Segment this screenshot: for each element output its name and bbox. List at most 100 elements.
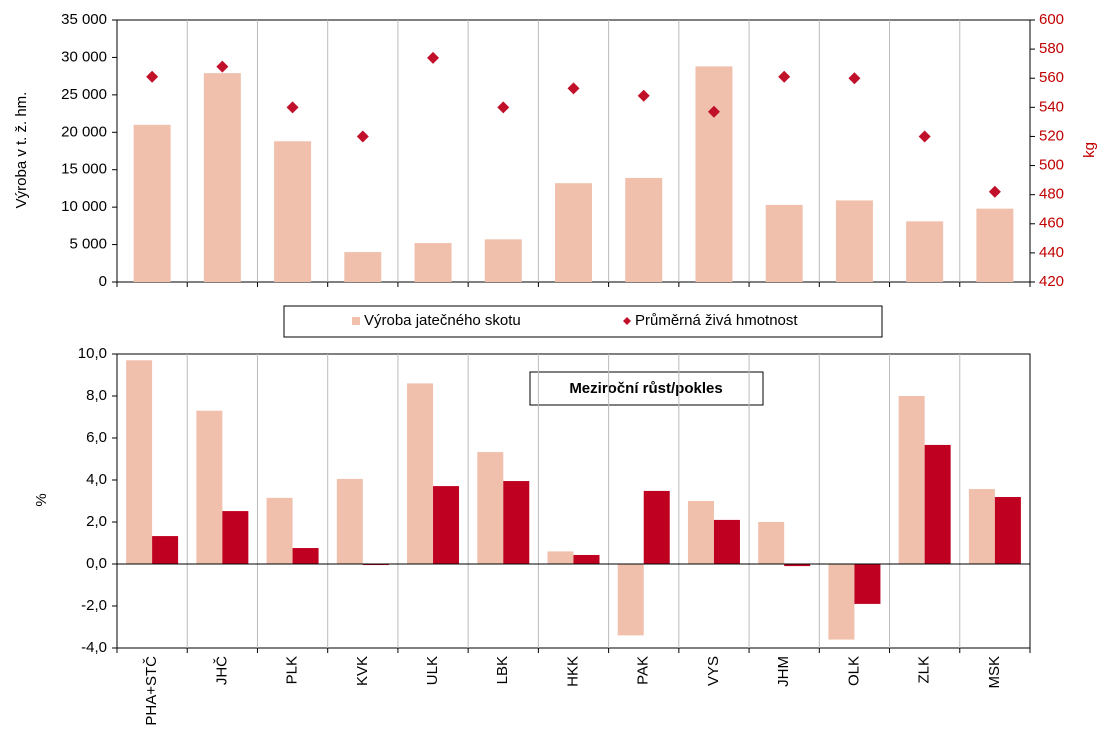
bar [906,221,944,282]
y2-tick-label: 540 [1039,98,1064,115]
x-tick-label: LBK [494,656,511,684]
y-tick-label: 30 000 [61,48,107,65]
marker [918,130,931,143]
y2-tick-label: 440 [1039,244,1064,261]
bar [828,564,855,640]
marker [848,72,861,85]
bar [362,564,389,566]
y-tick-label: 0,0 [86,555,107,572]
x-tick-label: PAK [635,656,652,685]
y2-tick-label: 460 [1039,215,1064,232]
bar [336,478,363,564]
bar [266,497,293,564]
y-tick-label: -4,0 [81,639,107,656]
bar [617,564,644,636]
y-tick-label: 15 000 [61,161,107,178]
y-tick-label: 10,0 [78,345,107,362]
bar [292,548,319,564]
bar [547,551,574,564]
y2-tick-label: 480 [1039,186,1064,203]
marker [988,185,1001,198]
marker [216,60,229,73]
y-tick-label: 6,0 [86,429,107,446]
y-tick-label: 5 000 [69,236,107,253]
bar [203,73,241,282]
bar [477,452,504,564]
bar [898,396,925,564]
x-tick-label: VYS [705,656,722,686]
marker [497,101,510,114]
y2-tick-label: 420 [1039,273,1064,290]
bar [765,204,803,282]
y2-tick-label: 600 [1039,11,1064,28]
y2-axis-label: kg [1081,142,1098,158]
y-tick-label: 2,0 [86,513,107,530]
y-tick-label: 35 000 [61,11,107,28]
bar [133,124,171,282]
bar [274,141,312,282]
y-axis-label: Výroba v t. ž. hm. [13,92,30,209]
x-tick-label: ULK [424,656,441,685]
y-tick-label: 20 000 [61,123,107,140]
marker [567,82,580,95]
y-tick-label: -2,0 [81,597,107,614]
bar [573,554,600,564]
bar [784,564,811,567]
marker [286,101,299,114]
marker [427,51,440,64]
y-tick-label: 4,0 [86,471,107,488]
bar [344,252,382,282]
legend-label: Průměrná živá hmotnost [635,312,798,329]
x-tick-label: PLK [284,656,301,684]
marker [707,105,720,118]
bar [414,243,452,282]
y2-tick-label: 580 [1039,40,1064,57]
legend-swatch [352,317,360,325]
x-tick-label: PHA+STČ [143,656,160,726]
legend-label: Výroba jatečného skotu [364,312,521,329]
bar [968,489,995,564]
bar [196,410,223,564]
bar [484,239,522,282]
y-tick-label: 8,0 [86,387,107,404]
y2-tick-label: 520 [1039,127,1064,144]
x-tick-label: MSK [986,656,1003,689]
marker [778,70,791,83]
x-tick-label: JHČ [213,656,230,685]
y2-tick-label: 500 [1039,157,1064,174]
bar [854,564,881,604]
bar [625,177,663,282]
bar [687,501,714,564]
marker [356,130,369,143]
x-tick-label: KVK [354,656,371,686]
y-tick-label: 10 000 [61,198,107,215]
x-tick-label: ZLK [916,656,933,684]
bar [758,522,785,564]
x-tick-label: OLK [845,656,862,686]
bar [994,497,1021,564]
marker [637,89,650,102]
bar [976,208,1014,282]
annotation: Meziroční růst/pokles [569,380,722,397]
bar [835,200,873,282]
legend-box [283,305,883,338]
y-tick-label: 0 [99,273,107,290]
bar [407,383,434,564]
bar [555,183,592,282]
annotation-box [529,371,764,406]
x-tick-label: JHM [775,656,792,687]
bar [695,66,733,282]
y2-tick-label: 560 [1039,69,1064,86]
y-tick-label: 25 000 [61,86,107,103]
plot-area [116,353,1031,649]
bar [503,481,530,564]
bar [152,536,179,564]
bar [222,511,249,564]
bar [433,486,460,564]
x-tick-label: HKK [564,656,581,687]
legend-marker [623,317,631,325]
bar [126,360,153,564]
y-axis-label: % [33,493,50,506]
bar [643,490,670,564]
bar [713,519,740,564]
